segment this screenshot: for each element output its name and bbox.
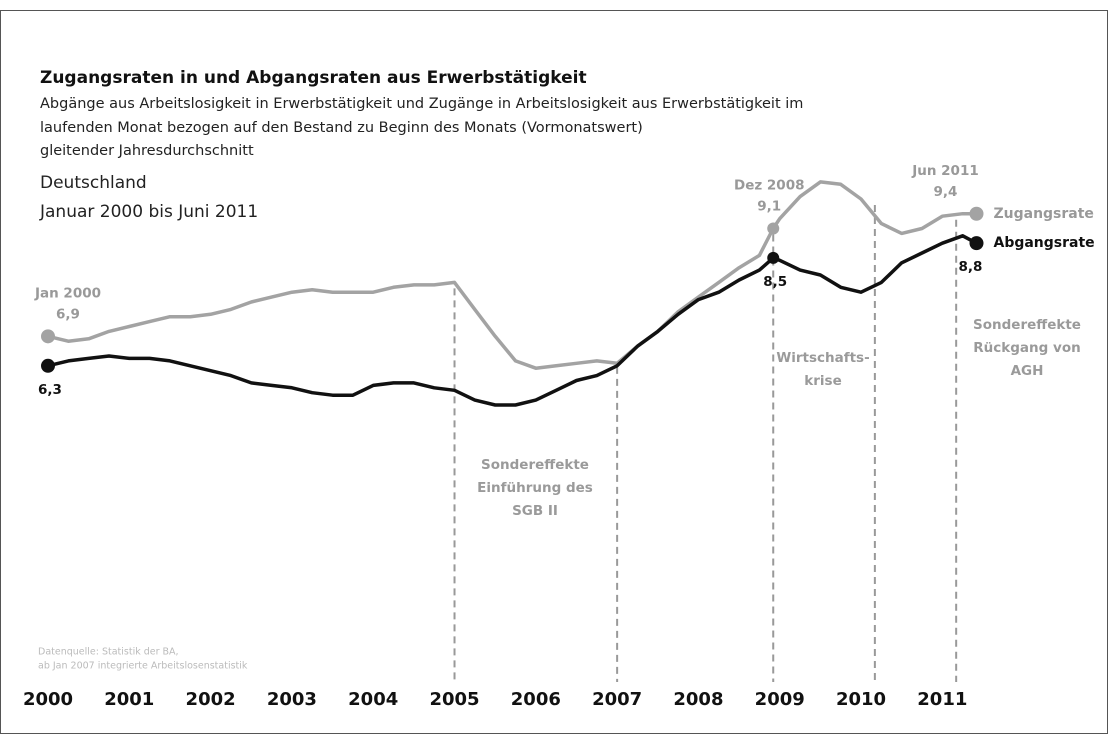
x-tick-label: 2007 [592,689,642,710]
annotation: AGH [1011,363,1044,379]
value-label: 6,3 [38,382,62,398]
annotation: Sondereffekte [973,317,1081,333]
subtitle: laufenden Monat bezogen auf den Bestand … [40,120,643,136]
subtitle: Abgänge aus Arbeitslosigkeit in Erwerbst… [40,96,803,112]
value-label: 8,5 [763,274,787,290]
annotation: krise [804,373,841,389]
x-tick-label: 2003 [267,689,317,710]
point [767,251,780,264]
x-tick-label: 2004 [348,689,398,710]
x-tick-label: 2011 [917,689,967,710]
value-label: 9,1 [757,198,781,214]
x-tick-label: 2001 [104,689,154,710]
period: Januar 2000 bis Juni 2011 [39,202,258,222]
x-tick-label: 2010 [836,689,886,710]
subtitle: gleitender Jahresdurchschnitt [40,143,254,159]
frame [0,10,1108,734]
date-label: Dez 2008 [734,177,805,193]
x-tick-label: 2005 [429,689,479,710]
point [767,222,780,235]
region: Deutschland [40,173,147,193]
x-tick-label: 2008 [673,689,723,710]
x-tick-label: 2009 [755,689,805,710]
source: ab Jan 2007 integrierte Arbeitslosenstat… [38,661,248,672]
point [41,329,55,344]
date-label: Jun 2011 [911,163,979,179]
annotation: Sondereffekte [481,457,589,473]
point [969,236,984,251]
x-tick-label: 2002 [186,689,236,710]
series-line [47,180,977,370]
annotation: SGB II [512,503,558,519]
date-label: Jan 2000 [34,285,101,301]
annotation: Wirtschafts- [776,350,869,366]
source: Datenquelle: Statistik der BA, [38,647,179,658]
value-label: 6,9 [56,306,80,322]
annotation: Rückgang von [973,340,1080,356]
point [41,358,55,373]
x-tick-label: 2000 [23,689,73,710]
point [969,206,984,221]
series-name: Abgangsrate [993,235,1094,251]
value-label: 9,4 [934,184,958,200]
x-tick-label: 2006 [511,689,561,710]
value-label: 8,8 [959,259,983,275]
series-name: Zugangsrate [993,206,1093,222]
chart-title: Zugangsraten in und Abgangsraten aus Erw… [40,68,587,88]
annotation: Einführung des [477,480,593,496]
series-line [47,234,978,407]
